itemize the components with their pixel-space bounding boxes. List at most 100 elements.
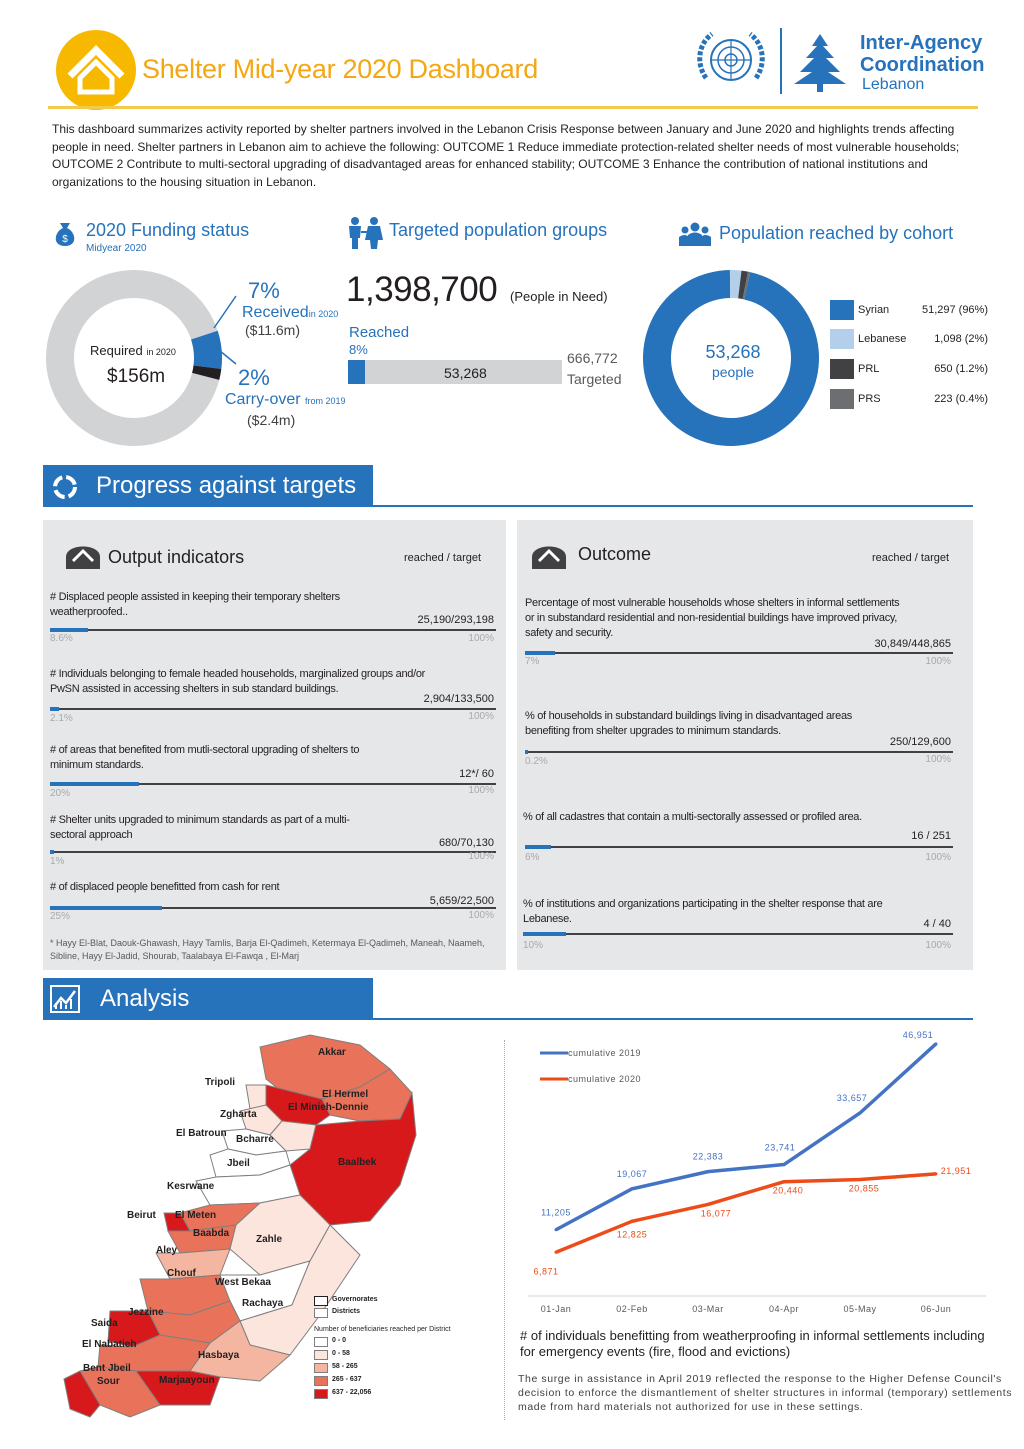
progress-fill: [523, 932, 566, 936]
carry-label: Carry-over from 2019: [225, 391, 346, 408]
outcome-heading: Outcome: [578, 544, 652, 564]
indicator-target-pct: 100%: [925, 656, 951, 667]
cohort-arc-prl: [738, 270, 749, 300]
map-label-el-minieh-dennie: El Minieh-Dennie: [288, 1102, 369, 1113]
people-icon: [349, 217, 383, 249]
data-point: [934, 1042, 938, 1046]
targeted-bar: [348, 360, 562, 384]
legend-range: 637 - 22,056: [332, 1389, 372, 1396]
x-tick-label: 04-Apr: [769, 1304, 799, 1314]
analysis-rule: [373, 1018, 973, 1020]
carry-amount: ($2.4m): [247, 412, 296, 428]
data-point: [858, 1178, 862, 1182]
received-label: Receivedin 2020: [242, 304, 339, 321]
output-col-label: reached / target: [404, 552, 482, 564]
shelter-icon: [66, 546, 100, 569]
cohort-title: Population reached by cohort: [719, 223, 954, 243]
data-point: [858, 1111, 862, 1115]
progress-track: [50, 629, 496, 631]
series-line-0: [555, 1042, 938, 1232]
indicator-pct: 6%: [525, 852, 540, 863]
reached-label: Reached: [349, 324, 410, 341]
data-point: [630, 1219, 634, 1223]
house-icon: [67, 45, 125, 95]
funding-gap-arc: [46, 270, 222, 446]
map-label-jezzine: Jezzine: [128, 1307, 164, 1318]
indicator-pct: 2.1%: [50, 713, 73, 724]
map-label-beirut: Beirut: [127, 1210, 157, 1221]
targeted-title: Targeted population groups: [389, 220, 608, 240]
progress-track: [525, 751, 953, 753]
indicator-value: 250/129,600: [889, 736, 951, 748]
indicator-target-pct: 100%: [468, 910, 494, 921]
indicator-target-pct: 100%: [925, 852, 951, 863]
x-tick-label: 02-Feb: [616, 1304, 648, 1314]
data-label: 20,440: [773, 1186, 804, 1196]
series-line-1: [555, 1172, 937, 1254]
indicator-target-pct: 100%: [925, 754, 951, 765]
funding-carryover-arc: [192, 365, 222, 380]
indicator-value: 4 / 40: [923, 918, 951, 930]
targeted-label: Targeted: [567, 371, 622, 387]
indicator-pct: 10%: [523, 940, 544, 951]
cohort-arc-prs: [742, 271, 751, 300]
received-pct: 7%: [248, 278, 280, 303]
reached-value: 53,268: [444, 365, 487, 381]
callout-lines: [213, 295, 237, 365]
data-point: [782, 1180, 786, 1184]
map-label-hasbaya: Hasbaya: [198, 1350, 240, 1361]
legend-value: 51,297 (96%): [921, 304, 988, 316]
legend-title: Number of beneficiaries reached per Dist…: [314, 1326, 451, 1333]
map-label-sour: Sour: [97, 1376, 120, 1387]
indicator-text: % of institutions and organizations part…: [523, 898, 883, 925]
cohort-donut-chart: [643, 270, 819, 446]
map-label-zahle: Zahle: [256, 1234, 283, 1245]
progress-fill: [50, 628, 89, 632]
indicator-value: 5,659/22,500: [429, 895, 494, 907]
outcome-col-label: reached / target: [872, 552, 950, 564]
map-label-el-meten: El Meten: [175, 1210, 216, 1221]
indicator-target-pct: 100%: [468, 633, 494, 644]
indicator-value: 2,904/133,500: [423, 693, 494, 705]
map-label-kesrwane: Kesrwane: [167, 1181, 215, 1192]
progress-track: [50, 907, 496, 909]
legend-series-label: cumulative 2020: [568, 1074, 641, 1084]
data-label: 19,067: [617, 1169, 648, 1179]
footnote: * Hayy El-Blat, Daouk-Ghawash, Hayy Taml…: [50, 938, 485, 961]
data-label: 6,871: [533, 1266, 558, 1276]
progress-track: [50, 851, 496, 853]
money-bag-icon: $: [55, 223, 75, 246]
org-name-line2: Coordination: [860, 54, 985, 76]
indicator-text: # of displaced people benefitted from ca…: [50, 881, 280, 893]
people-in-need-value: 1,398,700: [346, 270, 498, 309]
cohort-center-label: people: [711, 364, 755, 380]
progress-fill: [525, 651, 555, 655]
output-heading: Output indicators: [108, 547, 245, 567]
cumulative-line-chart: cumulative 2019 cumulative 2020 01-Jan 02-…: [528, 1030, 986, 1314]
shelter-icon: [532, 546, 566, 569]
chart-note: The surge in assistance in April 2019 re…: [518, 1373, 1013, 1413]
required-value: $156m: [107, 366, 166, 387]
map-label-el-hermel: El Hermel: [322, 1089, 368, 1100]
indicator-pct: 0.2%: [525, 756, 548, 767]
progress-fill: [50, 707, 60, 711]
indicator-pct: 7%: [525, 656, 540, 667]
intro-text: This dashboard summarizes activity repor…: [52, 122, 960, 189]
indicator-value: 30,849/448,865: [874, 638, 951, 650]
data-point: [554, 1228, 558, 1232]
progress-fill: [50, 782, 140, 786]
legend-swatch: [314, 1296, 328, 1306]
data-point: [554, 1250, 558, 1254]
indicator-text: % of households in substandard buildings…: [525, 710, 852, 737]
data-label: 33,657: [837, 1093, 868, 1103]
legend-governorates: Governorates: [332, 1296, 378, 1303]
map-label-west-bekaa: West Bekaa: [215, 1277, 271, 1288]
org-name-line3: Lebanon: [862, 76, 925, 93]
map-label-bent-jbeil: Bent Jbeil: [83, 1363, 131, 1374]
progress-track: [50, 783, 496, 785]
data-label: 23,741: [765, 1143, 796, 1153]
progress-fill: [525, 750, 528, 754]
indicator-value: 25,190/293,198: [417, 614, 494, 626]
received-amount: ($11.6m): [245, 322, 300, 338]
legend-range: 0 - 58: [332, 1350, 350, 1357]
